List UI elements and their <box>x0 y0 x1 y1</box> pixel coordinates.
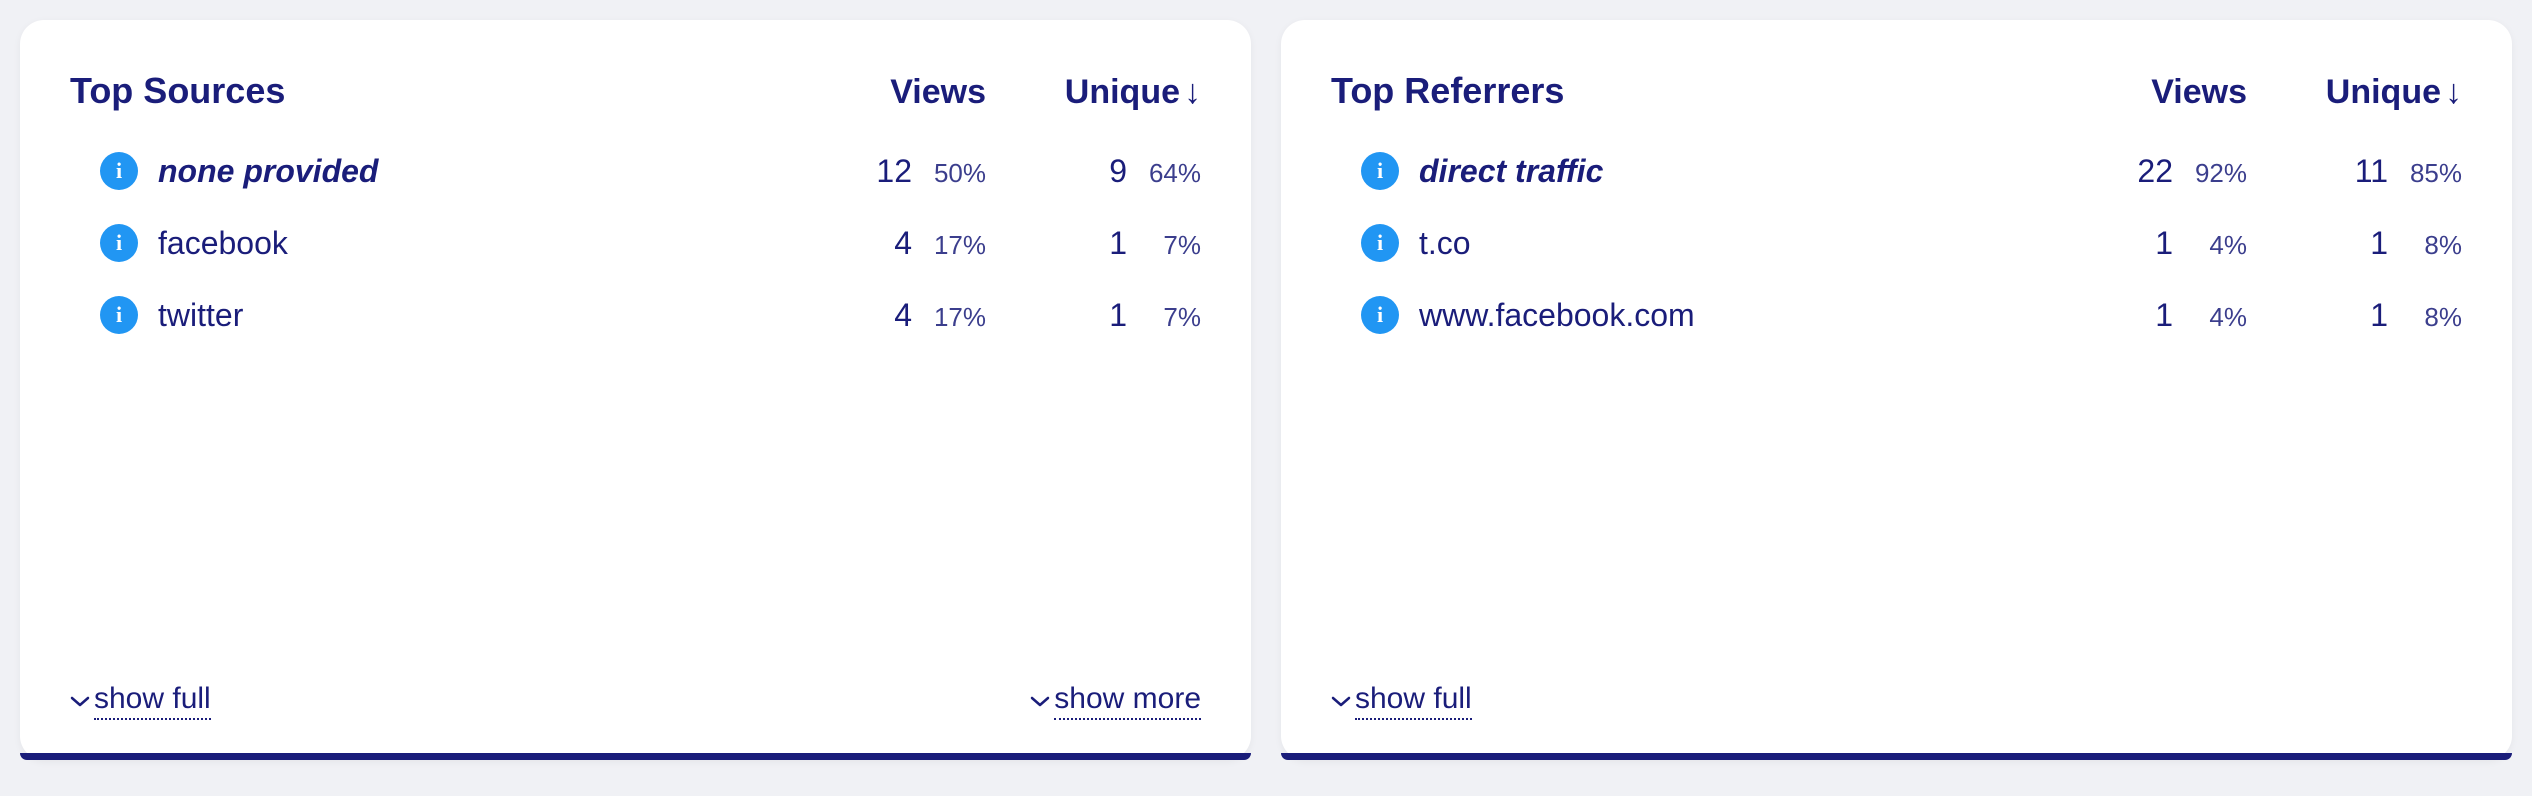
source-label[interactable]: facebook <box>158 225 288 262</box>
unique-percent: 7% <box>1139 302 1201 333</box>
unique-percent: 85% <box>2400 158 2462 189</box>
unique-column-label: Unique <box>1065 73 1180 111</box>
views-cell: 1 4% <box>2072 297 2247 334</box>
sort-arrow-down-icon: ↓ <box>2445 73 2462 111</box>
unique-cell: 1 8% <box>2262 225 2462 262</box>
table-row: i www.facebook.com 1 4% 1 8% <box>1331 296 2462 334</box>
unique-column-header[interactable]: Unique↓ <box>1001 73 1201 112</box>
views-value: 4 <box>894 297 912 334</box>
panel-title: Top Referrers <box>1331 70 2072 112</box>
chevron-down-icon <box>1331 687 1351 715</box>
panel-header: Top Sources Views Unique↓ <box>70 70 1201 112</box>
unique-cell: 1 8% <box>2262 297 2462 334</box>
views-value: 1 <box>2155 297 2173 334</box>
source-label[interactable]: twitter <box>158 297 243 334</box>
views-cell: 4 17% <box>811 297 986 334</box>
panel-footer: show full show more <box>70 672 1201 730</box>
show-more-label: show more <box>1054 682 1201 720</box>
show-full-label: show full <box>1355 682 1472 720</box>
unique-column-header[interactable]: Unique↓ <box>2262 73 2462 112</box>
unique-cell: 11 85% <box>2262 153 2462 190</box>
views-cell: 1 4% <box>2072 225 2247 262</box>
views-column-header[interactable]: Views <box>811 73 986 112</box>
views-cell: 12 50% <box>811 153 986 190</box>
views-percent: 92% <box>2185 158 2247 189</box>
panel-footer: show full <box>1331 672 2462 730</box>
referrer-label[interactable]: direct traffic <box>1419 153 1603 190</box>
table-row: i t.co 1 4% 1 8% <box>1331 224 2462 262</box>
unique-value: 1 <box>1109 225 1127 262</box>
unique-value: 1 <box>1109 297 1127 334</box>
info-icon[interactable]: i <box>100 152 138 190</box>
row-label-wrap: i direct traffic <box>1331 152 2072 190</box>
views-percent: 4% <box>2185 302 2247 333</box>
info-icon[interactable]: i <box>100 224 138 262</box>
row-label-wrap: i t.co <box>1331 224 2072 262</box>
unique-column-label: Unique <box>2326 73 2441 111</box>
info-icon[interactable]: i <box>1361 296 1399 334</box>
table-row: i direct traffic 22 92% 11 85% <box>1331 152 2462 190</box>
info-icon[interactable]: i <box>1361 224 1399 262</box>
unique-percent: 64% <box>1139 158 1201 189</box>
unique-percent: 8% <box>2400 230 2462 261</box>
panel-header: Top Referrers Views Unique↓ <box>1331 70 2462 112</box>
unique-cell: 1 7% <box>1001 297 1201 334</box>
show-full-button[interactable]: show full <box>70 682 211 720</box>
table-row: i twitter 4 17% 1 7% <box>70 296 1201 334</box>
unique-cell: 9 64% <box>1001 153 1201 190</box>
views-percent: 50% <box>924 158 986 189</box>
chevron-down-icon <box>70 687 90 715</box>
views-value: 4 <box>894 225 912 262</box>
views-column-header[interactable]: Views <box>2072 73 2247 112</box>
unique-value: 11 <box>2355 153 2388 190</box>
unique-value: 9 <box>1109 153 1127 190</box>
table-row: i facebook 4 17% 1 7% <box>70 224 1201 262</box>
row-label-wrap: i none provided <box>70 152 811 190</box>
referrer-label[interactable]: www.facebook.com <box>1419 297 1695 334</box>
show-full-label: show full <box>94 682 211 720</box>
row-label-wrap: i facebook <box>70 224 811 262</box>
show-more-button[interactable]: show more <box>1030 682 1201 720</box>
info-icon[interactable]: i <box>1361 152 1399 190</box>
views-percent: 17% <box>924 230 986 261</box>
unique-cell: 1 7% <box>1001 225 1201 262</box>
row-label-wrap: i www.facebook.com <box>1331 296 2072 334</box>
top-referrers-panel: Top Referrers Views Unique↓ i direct tra… <box>1281 20 2512 760</box>
unique-value: 1 <box>2370 225 2388 262</box>
panels-container: Top Sources Views Unique↓ i none provide… <box>20 20 2512 760</box>
table-row: i none provided 12 50% 9 64% <box>70 152 1201 190</box>
show-full-button[interactable]: show full <box>1331 682 1472 720</box>
views-cell: 22 92% <box>2072 153 2247 190</box>
views-percent: 17% <box>924 302 986 333</box>
top-sources-panel: Top Sources Views Unique↓ i none provide… <box>20 20 1251 760</box>
views-value: 1 <box>2155 225 2173 262</box>
unique-percent: 7% <box>1139 230 1201 261</box>
unique-value: 1 <box>2370 297 2388 334</box>
views-cell: 4 17% <box>811 225 986 262</box>
referrer-label[interactable]: t.co <box>1419 225 1471 262</box>
rows-container: i direct traffic 22 92% 11 85% i t.co <box>1331 152 2462 672</box>
views-value: 22 <box>2137 153 2173 190</box>
row-label-wrap: i twitter <box>70 296 811 334</box>
source-label[interactable]: none provided <box>158 153 378 190</box>
unique-percent: 8% <box>2400 302 2462 333</box>
info-icon[interactable]: i <box>100 296 138 334</box>
views-percent: 4% <box>2185 230 2247 261</box>
sort-arrow-down-icon: ↓ <box>1184 73 1201 111</box>
panel-title: Top Sources <box>70 70 811 112</box>
rows-container: i none provided 12 50% 9 64% i facebook <box>70 152 1201 672</box>
chevron-down-icon <box>1030 687 1050 715</box>
views-value: 12 <box>876 153 912 190</box>
